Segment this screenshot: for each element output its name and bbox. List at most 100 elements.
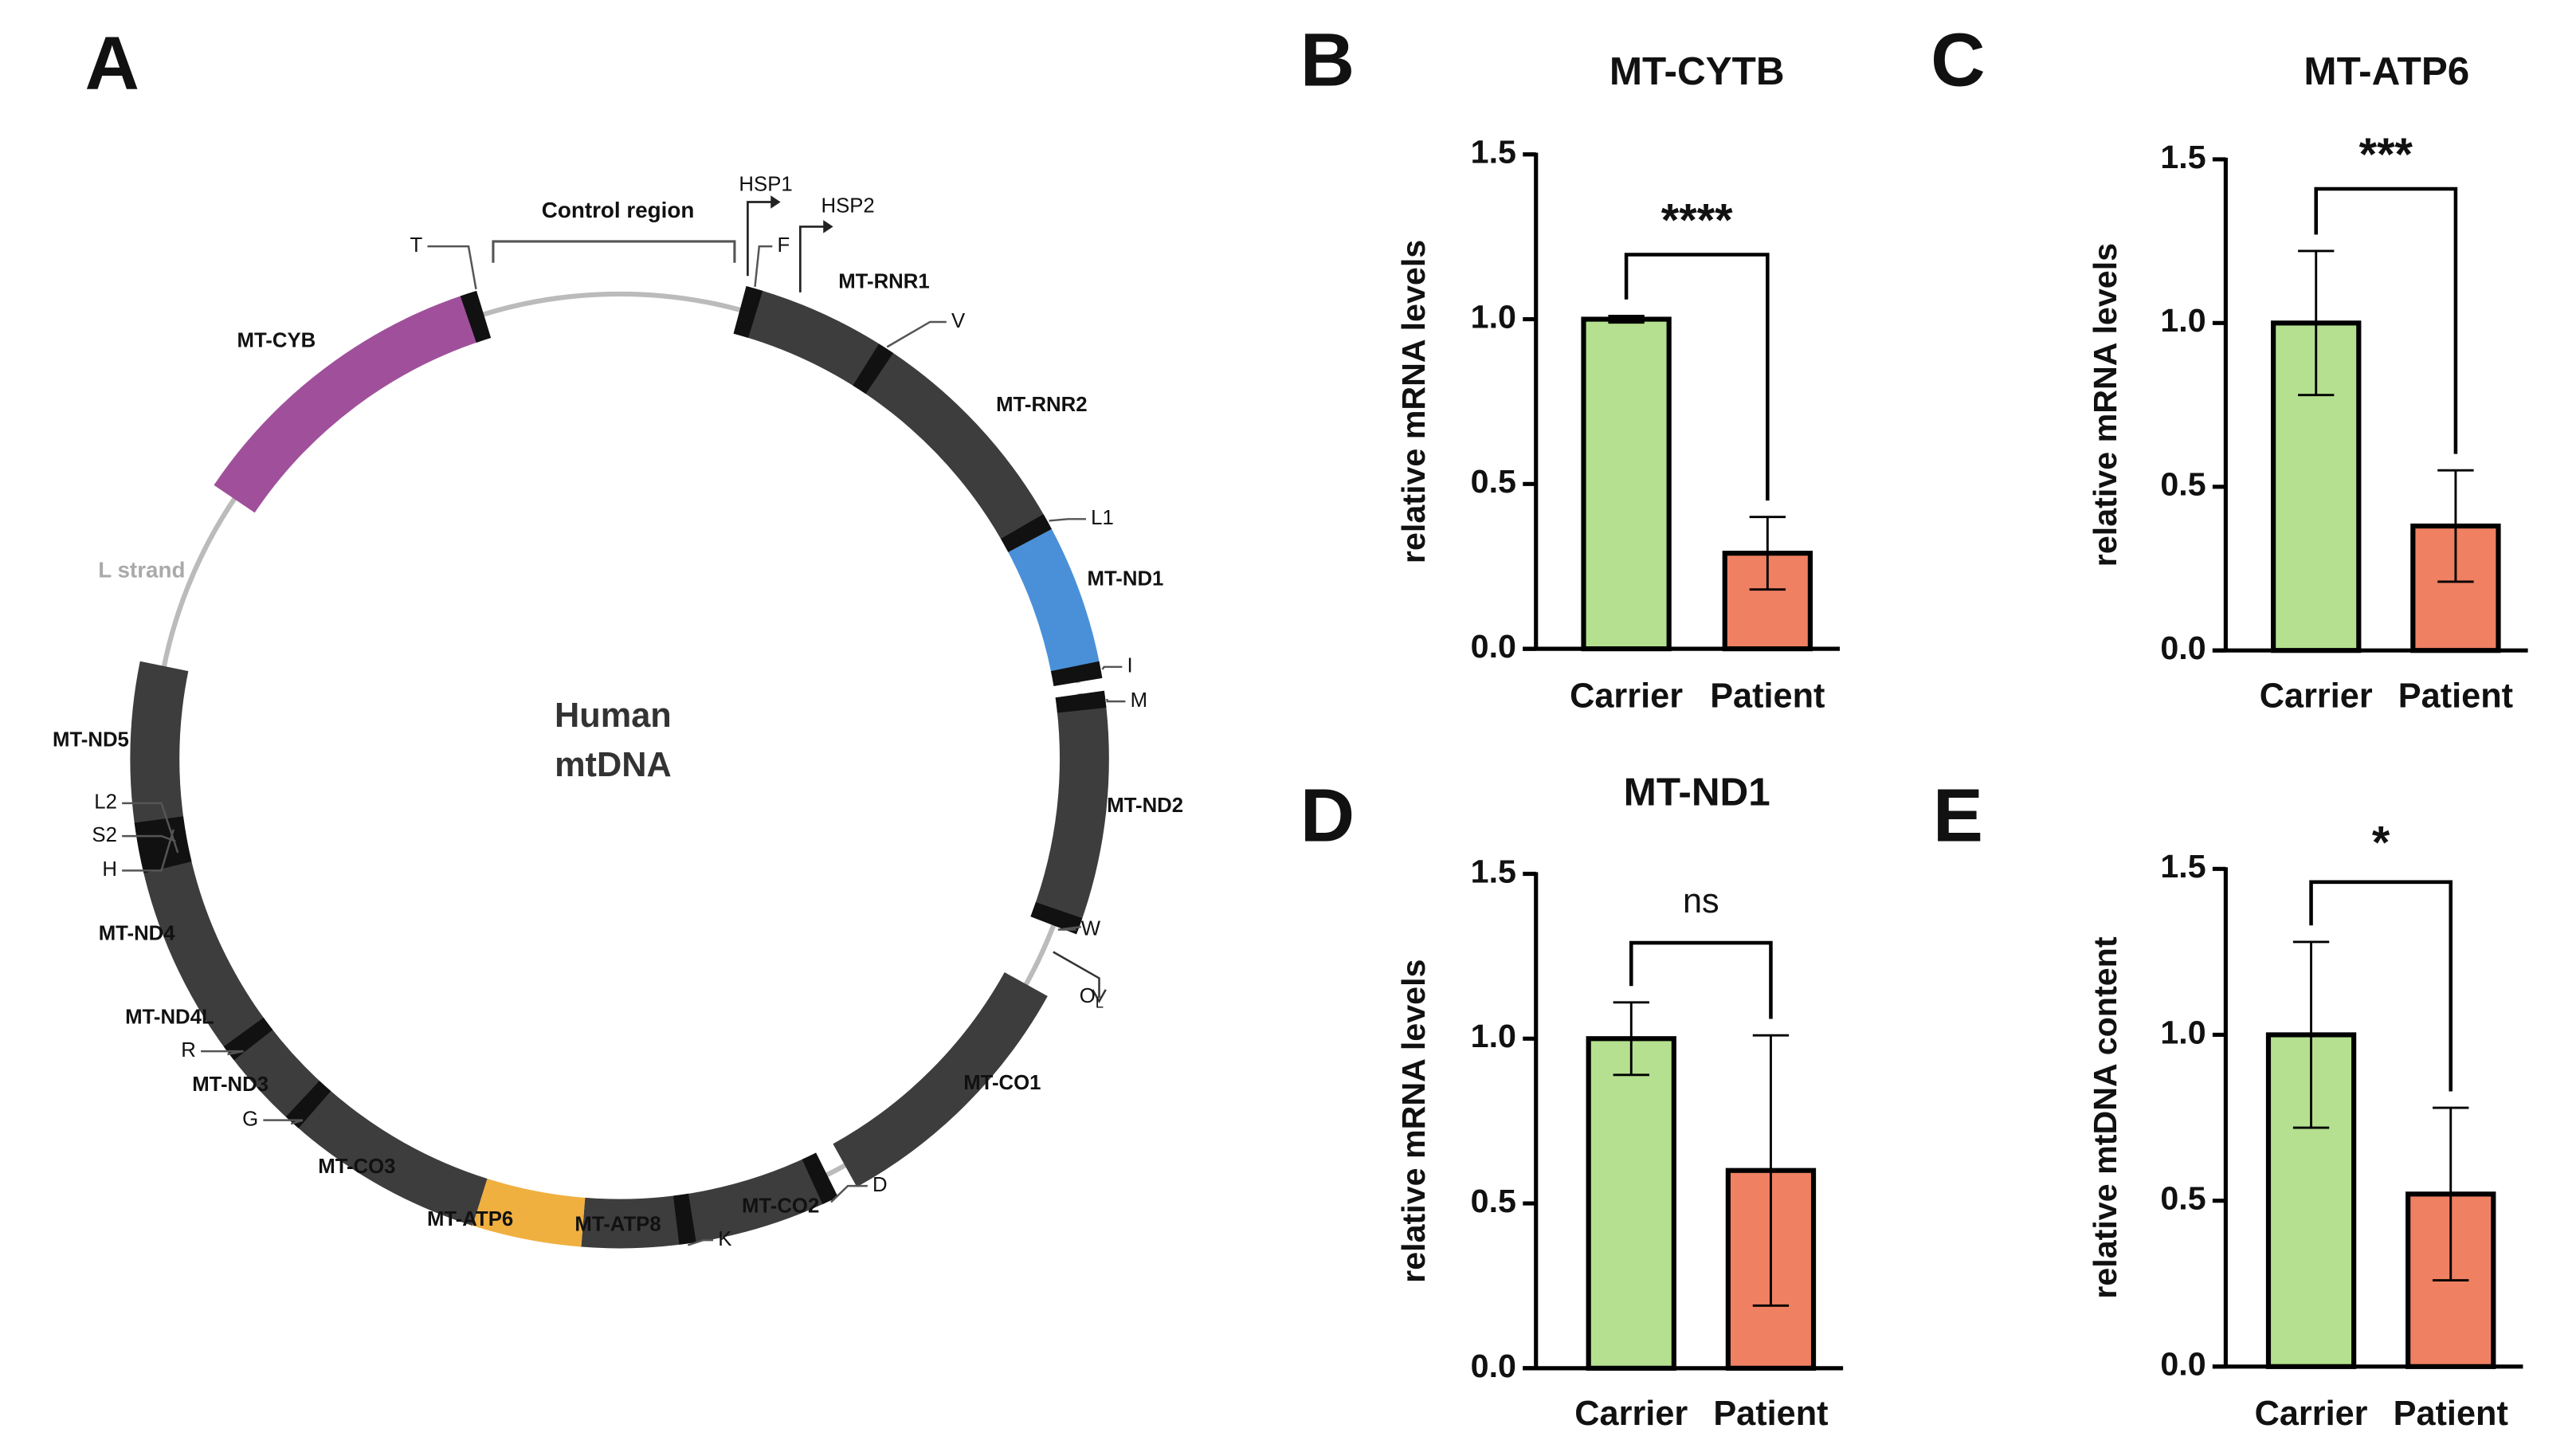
- panel-label: B: [1300, 18, 1355, 102]
- gene-label: MT-ND3: [192, 1073, 269, 1096]
- marker-label: T: [410, 234, 423, 257]
- gene-label: MT-ND4L: [125, 1007, 214, 1029]
- gene-segment: [833, 971, 1048, 1187]
- leader-line: [1057, 925, 1081, 931]
- y-axis-label: relative mtDNA content: [2087, 936, 2123, 1299]
- bar: [1581, 316, 1672, 652]
- panel-label: E: [1933, 774, 1983, 858]
- leader-line: [1049, 518, 1086, 522]
- y-axis-label: relative mRNA levels: [1395, 240, 1432, 563]
- marker-label: V: [951, 310, 966, 332]
- significance-label: ****: [1661, 195, 1733, 246]
- trna-marker: [733, 285, 763, 339]
- trna-marker: [1030, 901, 1083, 935]
- leader-line: [754, 245, 773, 287]
- origin-sub: L: [1096, 994, 1104, 1011]
- marker-label: W: [1081, 917, 1101, 940]
- marker-label: M: [1131, 689, 1147, 712]
- y-tick-label: 1.0: [2160, 302, 2205, 339]
- y-tick-label: 0.0: [2160, 1346, 2205, 1383]
- origin-main: O: [1080, 985, 1096, 1007]
- y-tick-label: 0.0: [2160, 630, 2205, 666]
- promoter-arrow: [799, 226, 832, 292]
- leader-line: [1101, 665, 1123, 670]
- x-tick-label: Carrier: [2260, 677, 2373, 715]
- leader-line: [427, 245, 477, 290]
- trna-marker: [802, 1152, 838, 1205]
- gene-segment: [1008, 528, 1100, 676]
- arrow-head: [823, 220, 833, 233]
- x-tick-label: Patient: [1713, 1395, 1828, 1433]
- bar: [1586, 1036, 1676, 1371]
- chart-title: MT-CYTB: [1610, 49, 1785, 93]
- center-label: mtDNA: [555, 746, 672, 784]
- leader-line: [1053, 951, 1100, 999]
- marker-label: L2: [94, 791, 117, 814]
- significance-label: *: [2372, 818, 2390, 869]
- region-label: L strand: [98, 558, 185, 583]
- y-axis-label: relative mRNA levels: [2087, 243, 2123, 567]
- y-tick-label: 0.5: [2160, 1180, 2205, 1217]
- arrow-head: [770, 195, 781, 209]
- gene-segment: [214, 293, 484, 513]
- bar: [1722, 551, 1813, 652]
- panel-label: A: [85, 22, 139, 106]
- y-tick-label: 1.5: [1471, 853, 1516, 889]
- x-tick-label: Patient: [2394, 1395, 2508, 1433]
- marker-label: K: [718, 1228, 731, 1250]
- gene-segment: [1031, 690, 1109, 931]
- y-tick-label: 1.5: [2160, 848, 2205, 885]
- y-tick-label: 1.0: [1471, 298, 1516, 335]
- leader-line: [830, 1184, 868, 1203]
- chart-title: MT-ATP6: [2304, 49, 2469, 93]
- gene-label: MT-CYB: [237, 330, 316, 352]
- region-label: Control region: [542, 198, 695, 222]
- significance-label: ns: [1683, 882, 1719, 920]
- trna-marker: [672, 1193, 696, 1245]
- gene-segment: [733, 285, 1052, 552]
- origin-label: OL: [1080, 985, 1104, 1011]
- trna-marker: [460, 290, 492, 343]
- control-region-bracket: [492, 240, 736, 263]
- significance-bracket: [2314, 186, 2458, 454]
- marker-label: F: [778, 234, 790, 257]
- gene-label: MT-ATP6: [427, 1208, 513, 1230]
- chart-title: MT-ND1: [1624, 771, 1770, 814]
- y-tick-label: 0.5: [1471, 463, 1516, 500]
- marker-label: D: [872, 1174, 888, 1196]
- significance-bracket: [2309, 880, 2453, 1092]
- y-tick-label: 1.0: [1471, 1018, 1516, 1054]
- significance-bracket: [1624, 253, 1770, 501]
- x-tick-label: Carrier: [1574, 1395, 1688, 1433]
- x-tick-label: Carrier: [2255, 1395, 2368, 1433]
- segment-gap: [1052, 678, 1106, 697]
- x-tick-label: Patient: [1710, 677, 1825, 715]
- y-tick-label: 0.0: [1471, 1348, 1516, 1384]
- gene-segment: [130, 661, 488, 1226]
- marker-label: I: [1127, 655, 1133, 677]
- leader-line: [886, 320, 947, 348]
- marker-label: L1: [1091, 507, 1114, 529]
- gene-segment: [472, 1178, 586, 1247]
- leader-line: [122, 829, 175, 872]
- trna-marker: [1050, 661, 1103, 687]
- gene-label: MT-CO2: [742, 1195, 819, 1218]
- trna-marker: [1000, 514, 1052, 553]
- y-tick-label: 1.5: [1471, 134, 1516, 171]
- marker-label: H: [102, 858, 117, 881]
- center-label: Human: [555, 697, 672, 735]
- leader-line: [201, 1050, 244, 1056]
- y-tick-label: 1.0: [2160, 1014, 2205, 1050]
- gene-label: MT-ND4: [99, 923, 176, 945]
- significance-label: ***: [2359, 129, 2413, 180]
- gene-label: MT-ND2: [1107, 795, 1183, 817]
- gene-label: MT-ATP8: [574, 1213, 661, 1235]
- leader-line: [1106, 698, 1126, 703]
- y-tick-label: 1.5: [2160, 139, 2205, 175]
- trna-marker: [134, 815, 192, 873]
- gene-label: MT-CO3: [318, 1156, 395, 1178]
- trna-marker: [223, 1017, 273, 1061]
